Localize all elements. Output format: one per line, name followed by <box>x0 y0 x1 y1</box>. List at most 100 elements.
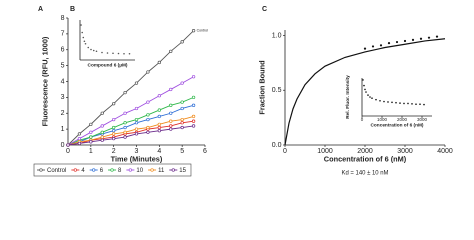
data-point <box>427 36 431 39</box>
panel-label: A <box>38 6 43 13</box>
series-marker <box>123 130 127 134</box>
data-point <box>419 103 421 106</box>
data-point <box>90 48 92 51</box>
x-tick-label: 6 <box>203 148 207 155</box>
inset-background <box>361 77 433 116</box>
y-tick-label: 6 <box>61 47 65 54</box>
x-tick-label: 5 <box>180 148 184 155</box>
series-marker <box>134 127 139 131</box>
series-marker <box>100 138 104 142</box>
series-marker <box>169 103 173 107</box>
series-marker <box>146 130 150 134</box>
series-marker <box>112 132 116 136</box>
series-marker <box>112 136 116 141</box>
data-point <box>80 24 82 26</box>
series-marker <box>123 125 127 130</box>
annotation: Control <box>197 29 209 33</box>
data-point <box>411 38 415 41</box>
x-axis-label: Time (Minutes) <box>111 155 163 164</box>
series-line <box>67 125 194 146</box>
series-marker <box>100 135 104 139</box>
series-marker <box>191 103 196 107</box>
series-marker <box>180 81 184 85</box>
series-marker <box>100 124 104 128</box>
x-tick-label: 3000 <box>397 148 413 155</box>
data-point <box>395 101 397 104</box>
x-tick-label: 2 <box>112 148 116 155</box>
series-marker <box>123 135 127 139</box>
series-marker <box>169 87 173 92</box>
series-marker <box>146 113 150 117</box>
x-tick-label: 4 <box>157 148 161 155</box>
data-point <box>362 79 364 81</box>
panel-label: C <box>262 6 267 13</box>
series-marker <box>77 136 82 141</box>
data-point <box>92 49 95 52</box>
series-marker <box>169 127 173 131</box>
data-point <box>435 35 439 38</box>
data-point <box>415 103 417 106</box>
legend-label: 6 <box>100 168 104 174</box>
series-marker <box>100 111 104 115</box>
data-point <box>399 102 401 104</box>
x-tick-label: 3 <box>135 148 139 155</box>
legend: Control 4 6 8 10 11 15 <box>33 163 192 177</box>
series-marker <box>89 140 93 144</box>
note: Kd = 140 ± 10 nM <box>342 171 389 177</box>
data-point <box>391 101 393 104</box>
series-marker <box>157 114 161 119</box>
legend-marker <box>128 168 133 172</box>
data-point <box>364 88 366 91</box>
series-marker <box>112 102 116 106</box>
y-tick-label: 4 <box>61 78 65 85</box>
figure: 0 1 2 3 4 5 6 7 8 0 1 2 3 4 5 6 Time (Minutes) Fluorescen… <box>33 6 453 177</box>
series-marker <box>100 130 104 134</box>
series-marker <box>191 124 196 128</box>
series-marker <box>180 106 184 111</box>
series-marker <box>123 111 127 115</box>
series-marker <box>77 141 82 146</box>
x-tick-label: 1 <box>89 148 93 155</box>
data-point <box>365 91 367 93</box>
series-marker <box>180 100 184 104</box>
legend-box <box>33 163 192 177</box>
data-point <box>403 39 407 43</box>
data-point <box>371 97 373 99</box>
legend-label: 11 <box>158 168 165 174</box>
data-point <box>363 84 365 87</box>
data-point <box>117 52 120 55</box>
series-marker <box>134 121 139 125</box>
series-marker <box>112 117 116 122</box>
y-tick-label: 5 <box>61 62 65 69</box>
data-point <box>82 36 85 39</box>
series-marker <box>169 111 173 115</box>
data-point <box>81 31 83 34</box>
y-tick-label: 2 <box>61 110 65 117</box>
y-tick-label: 1.0 <box>272 32 282 39</box>
data-point <box>369 96 371 98</box>
data-point <box>95 50 98 53</box>
legend-label: 8 <box>118 168 122 174</box>
series-marker <box>146 70 150 74</box>
series-marker <box>180 117 184 122</box>
data-point <box>83 40 86 43</box>
data-point <box>411 103 413 105</box>
x-axis-label: Concentration of 6 (nM) <box>371 123 424 129</box>
series-marker <box>123 90 127 95</box>
series-marker <box>157 60 161 65</box>
series-marker <box>112 129 116 133</box>
data-point <box>123 52 125 55</box>
data-point <box>101 51 103 54</box>
series-marker <box>191 95 196 100</box>
x-tick-label: 2000 <box>397 117 408 122</box>
series-marker <box>180 125 184 130</box>
data-point <box>106 52 109 54</box>
series-marker <box>191 29 196 33</box>
x-tick-label: 0 <box>66 148 70 155</box>
series-marker <box>146 117 150 122</box>
y-tick-label: 7 <box>61 31 65 38</box>
series-marker <box>157 122 161 127</box>
data-point <box>128 52 131 55</box>
x-tick-label: 1000 <box>377 117 388 122</box>
x-tick-label: 0 <box>283 148 287 155</box>
